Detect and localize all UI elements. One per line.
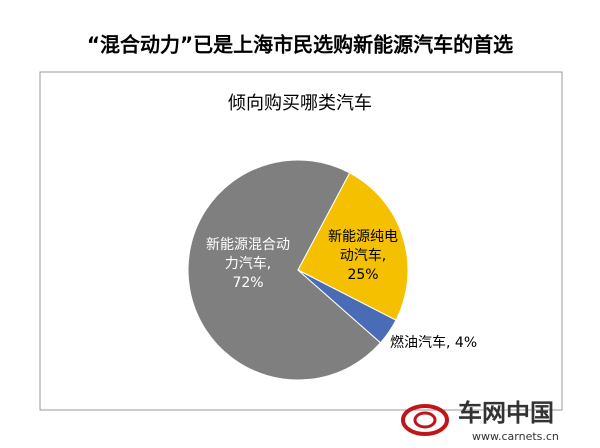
logo: 车网中国 www.carnets.cn	[401, 399, 559, 443]
logo-url: www.carnets.cn	[472, 430, 559, 443]
value-label: 72%	[232, 275, 264, 291]
category-label: 新能源纯电动汽车,	[328, 229, 398, 264]
category-label: 新能源混合动力汽车,	[206, 237, 290, 272]
category-label: 燃油汽车,	[390, 335, 451, 351]
heading: “混合动力”已是上海市民选购新能源汽车的首选	[87, 33, 513, 57]
value-label: 4%	[454, 335, 478, 351]
pie-slice	[187, 159, 382, 381]
slice-label: 燃油汽车, 4%	[390, 334, 500, 353]
chart-title: 倾向购买哪类汽车	[228, 93, 372, 114]
slice-label: 新能源混合动力汽车, 72%	[200, 236, 296, 293]
logo-name: 车网中国	[458, 399, 554, 427]
pie-slice	[297, 172, 409, 321]
pie	[187, 159, 409, 381]
value-label: 25%	[347, 267, 379, 283]
pie-slice	[297, 269, 397, 344]
slice-label: 新能源纯电动汽车, 25%	[322, 228, 404, 285]
